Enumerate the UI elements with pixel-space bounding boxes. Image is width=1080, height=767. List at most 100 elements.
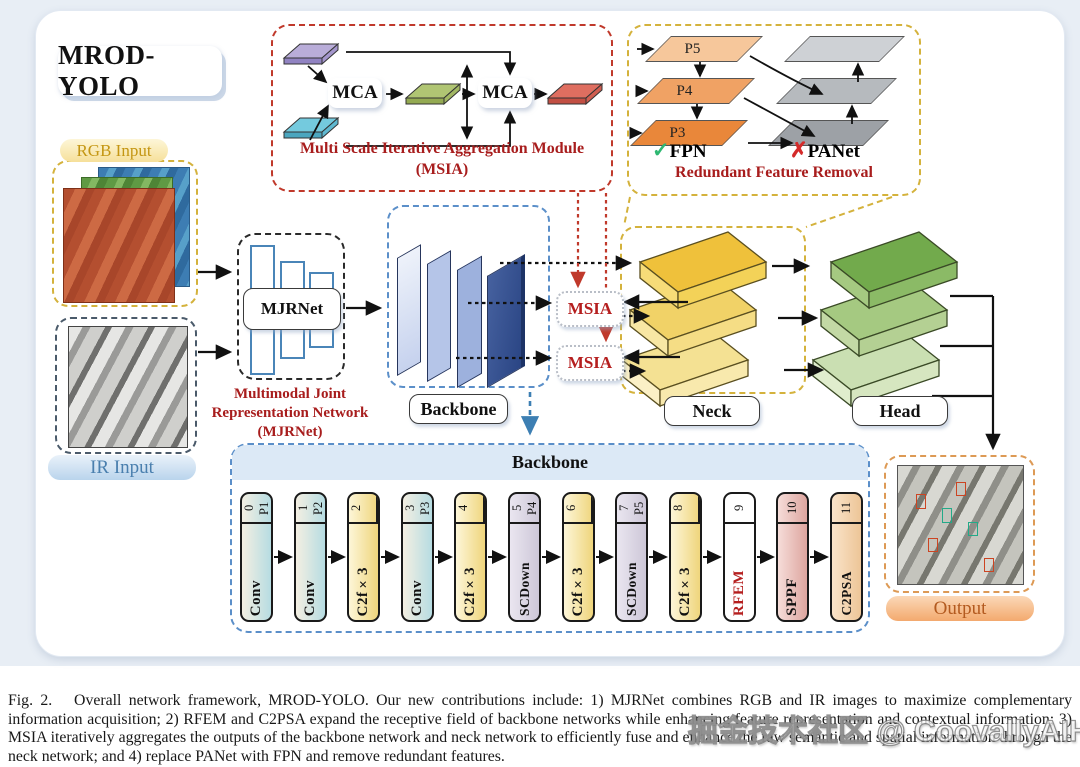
module-stage: P1 [257,494,271,522]
mjrnet-caption: Multimodal Joint Representation Network … [205,385,375,441]
module-index: 7 [617,504,631,512]
backbone-module-scdown-7: 7 P5 SCDown [615,492,648,622]
module-stage [364,494,378,522]
output-box [884,455,1035,593]
backbone-slab-4 [487,254,525,388]
module-stage: P2 [311,494,325,522]
module-header: 0 P1 [242,494,271,524]
module-stage [686,494,700,522]
detection-box [968,522,978,536]
panet-text: PANet [807,141,861,162]
module-index: 6 [564,504,578,512]
module-name: SCDown [623,561,639,616]
mjrnet-caption-line2: Representation Network [211,404,369,421]
module-header: 11 [832,494,861,524]
neck-box [620,226,806,394]
backbone-module-scdown-5: 5 P4 SCDown [508,492,541,622]
module-index: 11 [839,501,853,515]
backbone-module-conv-0: 0 P1 Conv [240,492,273,622]
backbone-label: Backbone [409,394,508,424]
module-index: 5 [510,504,524,512]
output-label: Output [886,596,1034,621]
backbone-module-rfem-9: 9 RFEM [723,492,756,622]
rgb-image-red-layer [63,188,175,303]
module-name: C2f×3 [570,566,586,616]
msia-module-subtitle: (MSIA) [415,161,469,178]
detection-box [942,508,952,523]
module-header: 7 P5 [617,494,646,524]
ir-image [68,326,188,448]
head-label: Head [852,396,948,426]
module-name: Conv [302,579,318,616]
mjrnet-box [237,233,345,380]
module-header: 10 [778,494,807,524]
mjrnet-caption-line1: Multimodal Joint [233,386,347,402]
module-index: 8 [671,504,685,512]
figure-title: MROD-YOLO [58,40,222,101]
module-stage [579,494,593,522]
module-header: 9 [725,494,754,524]
msia-node-1: MSIA [556,291,624,327]
module-name: C2f×3 [355,566,371,616]
module-index: 0 [242,504,256,512]
redundant-feature-removal-box [627,24,921,196]
module-name: SPPF [784,578,800,616]
module-name: RFEM [731,569,747,616]
module-index: 4 [456,504,470,512]
module-name: C2f×3 [677,566,693,616]
p5-label: P5 [685,40,701,57]
detection-box [916,494,926,509]
module-index: 1 [296,504,310,512]
module-stage: P5 [632,494,646,522]
ir-input-box [55,317,197,454]
msia-node-2: MSIA [556,345,624,381]
backbone-module-c2f-6: 6 C2f×3 [562,492,595,622]
backbone-module-conv-1: 1 P2 Conv [294,492,327,622]
module-header: 8 [671,494,700,524]
panet-caption: ✗PANet [790,138,860,163]
mca-box-2: MCA [478,78,532,108]
watermark: 掘金技术社区 @ CoovallyAIHub [687,714,1080,748]
neck-label: Neck [664,396,760,426]
module-stage: P3 [418,494,432,522]
backbone-module-c2psa-11: 11 C2PSA [830,492,863,622]
module-header: 3 P3 [403,494,432,524]
msia-module-title: Multi Scale Iterative Aggregation Module [299,140,585,157]
module-name: SCDown [516,561,532,616]
ir-input-label: IR Input [48,455,196,480]
detection-box [928,538,938,552]
module-name: C2PSA [838,571,854,616]
backbone-slab-1 [397,244,421,376]
backbone-module-c2f-2: 2 C2f×3 [347,492,380,622]
module-header: 1 P2 [296,494,325,524]
backbone-detail-box [230,443,870,633]
mjrnet-caption-line3: (MJRNet) [257,423,323,440]
module-header: 4 [456,494,485,524]
backbone-module-c2f-4: 4 C2f×3 [454,492,487,622]
msia-module-box [271,24,613,192]
module-name: Conv [409,579,425,616]
module-header: 2 [349,494,378,524]
rgb-input-label: RGB Input [60,139,168,162]
backbone-detail-title: Backbone [232,445,868,480]
check-icon: ✓ [652,138,670,162]
module-name: C2f×3 [462,566,478,616]
detection-box [956,482,966,496]
backbone-slab-3 [457,255,482,388]
module-stage: P4 [525,494,539,522]
cross-icon: ✗ [790,138,808,162]
backbone-module-conv-3: 3 P3 Conv [401,492,434,622]
mca-box-1: MCA [328,78,382,108]
detection-box [984,558,994,572]
rfr-title: Redundant Feature Removal [675,164,873,181]
module-index: 10 [785,501,799,515]
output-image [897,465,1024,585]
mjrnet-label: MJRNet [243,288,341,330]
module-header: 6 [564,494,593,524]
backbone-slab-2 [427,250,451,382]
fpn-text: FPN [669,141,707,162]
p4-label: P4 [677,82,693,99]
module-index: 9 [732,504,746,512]
backbone-module-sppf-10: 10 SPPF [776,492,809,622]
